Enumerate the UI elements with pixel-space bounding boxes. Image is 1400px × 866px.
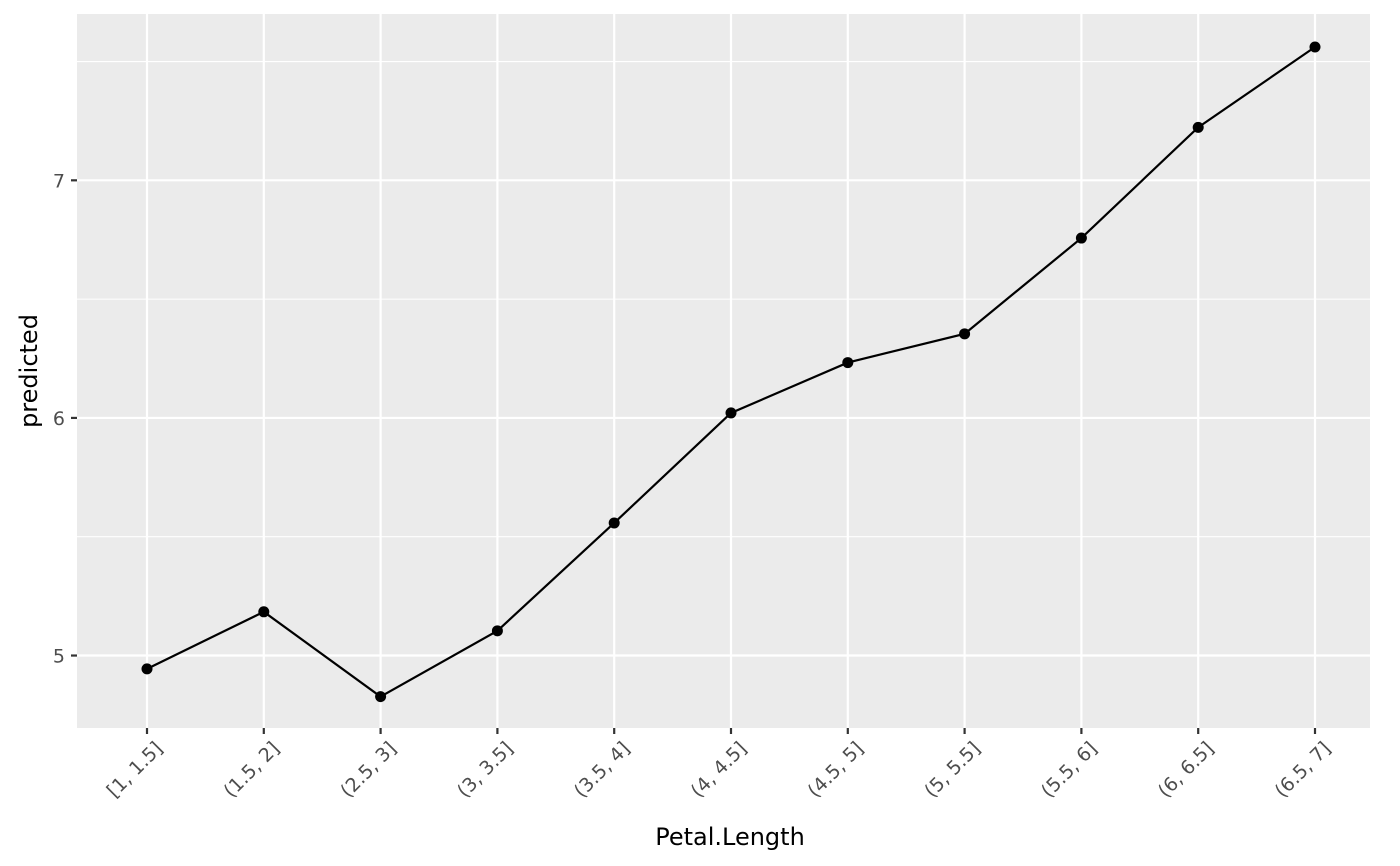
data-point [959, 328, 971, 340]
data-point [842, 357, 854, 369]
x-tick-label: (4.5, 5] [803, 738, 868, 803]
data-point [608, 517, 620, 529]
x-tick-label: (2.5, 3] [336, 738, 401, 803]
x-tick-label: [1, 1.5] [103, 738, 168, 803]
data-point [491, 625, 503, 637]
y-axis-ticks [71, 179, 77, 657]
x-axis-title: Petal.Length [655, 823, 805, 851]
grid-lines [77, 14, 1370, 728]
data-point [1192, 121, 1204, 133]
x-axis-ticks [145, 728, 1317, 734]
x-tick-label: (3.5, 4] [570, 738, 635, 803]
y-tick-label: 7 [53, 170, 65, 192]
x-tick-label: (1.5, 2] [219, 738, 284, 803]
data-point [1309, 41, 1321, 53]
x-tick-label: (6.5, 7] [1271, 738, 1336, 803]
x-tick-label: (5.5, 6] [1037, 738, 1102, 803]
y-tick-label: 5 [53, 646, 65, 668]
data-point [375, 691, 387, 703]
x-tick-label: (3, 3.5] [453, 738, 518, 803]
series-layer [141, 41, 1321, 703]
data-point [1075, 232, 1087, 244]
data-point [258, 606, 270, 618]
plot-panel [77, 14, 1370, 728]
x-tick-label: (6, 6.5] [1154, 738, 1219, 803]
data-point [141, 663, 153, 675]
x-tick-label: (4, 4.5] [687, 738, 752, 803]
y-axis-title: predicted [15, 314, 43, 428]
y-tick-label: 6 [53, 408, 65, 430]
data-point [725, 407, 737, 419]
x-axis-tick-labels: [1, 1.5] (1.5, 2] (2.5, 3] (3, 3.5] (3.5, 4]… [103, 738, 1336, 803]
x-tick-label: (5, 5.5] [920, 738, 985, 803]
y-axis-tick-labels: 5 6 7 [53, 170, 65, 667]
